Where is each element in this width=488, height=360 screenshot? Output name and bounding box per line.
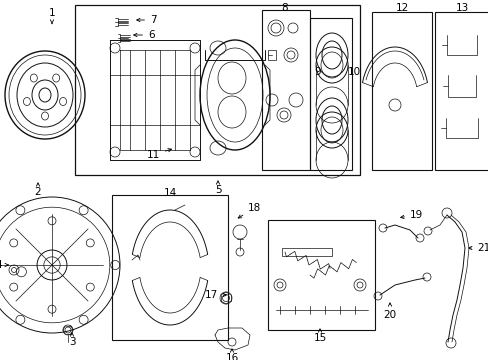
Text: 6: 6 [133, 30, 154, 40]
Text: 4: 4 [0, 260, 8, 270]
Text: 10: 10 [347, 67, 360, 77]
Text: 21: 21 [468, 243, 488, 253]
Text: 7: 7 [137, 15, 156, 25]
Text: 2: 2 [35, 183, 41, 197]
Text: 3: 3 [68, 333, 75, 347]
Bar [262, 10, 309, 170]
Bar [267, 50, 275, 60]
Bar [434, 12, 488, 170]
Text: 12: 12 [395, 3, 408, 13]
Text: 19: 19 [400, 210, 423, 220]
Text: 17: 17 [204, 290, 226, 300]
Bar [112, 195, 227, 340]
Text: 5: 5 [214, 181, 221, 195]
Text: 14: 14 [163, 188, 176, 198]
Bar [75, 5, 359, 175]
Text: 13: 13 [454, 3, 468, 13]
Text: 20: 20 [383, 303, 396, 320]
Bar [267, 220, 374, 330]
Text: 15: 15 [313, 329, 326, 343]
Bar [282, 248, 331, 256]
Text: 18: 18 [238, 203, 261, 218]
Bar [371, 12, 431, 170]
Text: 11: 11 [146, 149, 171, 160]
Text: 1: 1 [49, 8, 55, 24]
Text: 16: 16 [225, 349, 238, 360]
Text: 9: 9 [314, 67, 321, 77]
Text: 8: 8 [281, 3, 288, 13]
Bar [309, 18, 351, 170]
